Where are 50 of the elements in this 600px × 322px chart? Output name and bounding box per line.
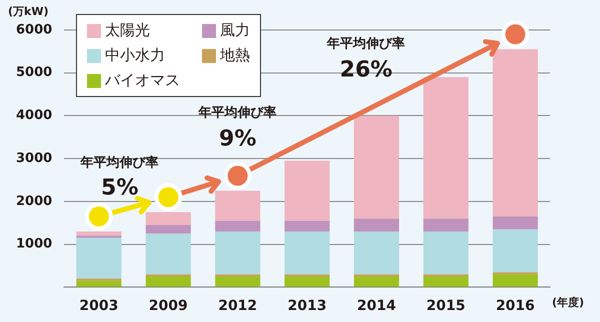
y-tick-label: 6000: [16, 22, 52, 38]
bar: [215, 276, 260, 287]
bar: [146, 234, 191, 274]
x-tick-label: 2014: [357, 298, 396, 314]
bar: [146, 276, 191, 287]
legend-label: バイオマス: [105, 71, 180, 90]
bar: [76, 231, 122, 236]
annotation: 5%: [101, 176, 138, 201]
annotation: 年平均伸び率: [326, 35, 406, 52]
bar: [354, 116, 400, 219]
y-axis-title: (万kW): [8, 4, 49, 18]
bar: [492, 274, 538, 287]
bar: [423, 276, 468, 287]
bar: [354, 218, 400, 232]
bar: [146, 225, 191, 234]
legend-label: 地熱: [220, 46, 250, 65]
bar: [284, 231, 330, 274]
bar: [354, 276, 400, 287]
y-tick-label: 2000: [16, 194, 52, 209]
annotation: 年平均伸び率: [198, 104, 277, 120]
bar: [492, 216, 538, 230]
bar: [284, 276, 330, 287]
legend-label: 太陽光: [105, 21, 150, 40]
bar: [284, 160, 330, 221]
x-tick-label: 2009: [148, 298, 188, 314]
legend-label: 中小水力: [105, 46, 165, 65]
x-tick-label: 2013: [288, 298, 327, 314]
x-tick-label: 2016: [496, 298, 535, 314]
bar: [76, 280, 122, 287]
annotation: 9%: [219, 126, 256, 152]
bar: [284, 220, 330, 232]
bar: [354, 231, 400, 274]
x-tick-label: 2015: [426, 298, 466, 314]
bar: [423, 231, 468, 274]
bar: [492, 229, 538, 272]
y-tick-label: 4000: [16, 108, 52, 124]
y-tick-label: 1000: [16, 236, 52, 252]
y-tick-label: 3000: [16, 150, 52, 166]
x-tick-label: 2003: [79, 298, 118, 314]
bar: [423, 77, 468, 219]
bar: [215, 220, 260, 232]
bar: [76, 238, 122, 279]
bar: [423, 218, 468, 232]
annotation: 26%: [340, 58, 392, 83]
y-tick-label: 5000: [16, 65, 52, 80]
x-tick-label: 2012: [218, 298, 258, 314]
bar: [215, 231, 260, 274]
x-axis-title: (年度): [552, 296, 584, 310]
legend-label: 風力: [220, 21, 250, 40]
annotation: 年平均伸び率: [80, 154, 159, 170]
